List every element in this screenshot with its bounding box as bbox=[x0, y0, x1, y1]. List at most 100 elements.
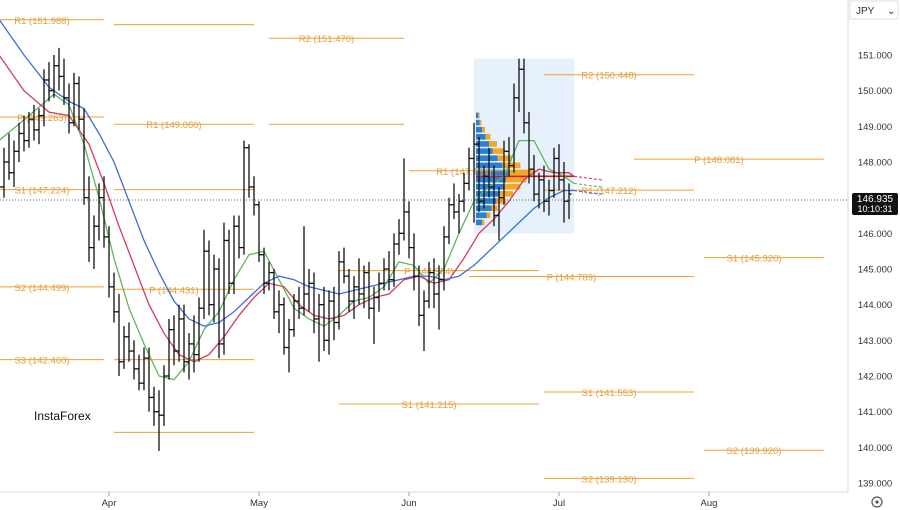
ohlc-bar bbox=[496, 186, 502, 241]
ohlc-bar bbox=[266, 261, 272, 291]
pivot-label: S1 (145.320) bbox=[727, 254, 782, 265]
pivot-label: S2 (139.130) bbox=[582, 474, 637, 485]
ohlc-bar bbox=[531, 154, 537, 202]
ohlc-bar bbox=[166, 318, 172, 380]
last-price-box bbox=[852, 192, 898, 215]
moving-average-line bbox=[0, 55, 575, 363]
price-tick-label: 142.000 bbox=[858, 372, 892, 383]
ohlc-bar bbox=[121, 326, 127, 369]
price-tick-label: 150.000 bbox=[858, 86, 892, 97]
volume-profile-bar bbox=[485, 134, 491, 140]
ohlc-bar bbox=[16, 122, 22, 163]
settings-gear-icon[interactable] bbox=[871, 496, 883, 508]
moving-average-extension bbox=[573, 175, 605, 181]
price-tick-label: 141.000 bbox=[858, 407, 892, 418]
ohlc-bar bbox=[491, 165, 497, 227]
volume-profile-bar bbox=[503, 183, 521, 190]
ohlc-bar bbox=[226, 229, 232, 294]
ohlc-bar bbox=[426, 261, 432, 309]
ohlc-bar bbox=[91, 215, 97, 270]
price-tick-label: 146.000 bbox=[858, 229, 892, 240]
volume-profile-bar bbox=[476, 176, 506, 183]
ohlc-bar bbox=[286, 318, 292, 373]
ohlc-bar bbox=[1, 147, 7, 198]
ohlc-bar bbox=[141, 347, 147, 391]
ohlc-bar bbox=[471, 122, 477, 223]
ohlc-bar bbox=[106, 226, 112, 298]
volume-profile-bar bbox=[482, 219, 485, 226]
volume-profile-bar bbox=[508, 169, 533, 176]
ohlc-bar bbox=[466, 147, 472, 191]
pivot-label: R1 (151.988) bbox=[14, 16, 69, 27]
brand-logo: InstaForex bbox=[34, 409, 91, 423]
pivot-label: P (148.081) bbox=[694, 155, 743, 166]
ohlc-bar bbox=[221, 222, 227, 355]
ohlc-bar bbox=[211, 254, 217, 323]
price-tick-label: 139.000 bbox=[858, 479, 892, 490]
ohlc-bar bbox=[366, 261, 372, 319]
ohlc-bar bbox=[461, 172, 467, 212]
ohlc-bar bbox=[536, 172, 542, 209]
ohlc-bar bbox=[401, 158, 407, 241]
ohlc-bar bbox=[236, 215, 242, 259]
ohlc-bar bbox=[421, 290, 427, 352]
ohlc-bar bbox=[326, 290, 332, 355]
ohlc-bar bbox=[71, 72, 77, 127]
volume-profile-bar bbox=[482, 126, 485, 133]
ohlc-bar bbox=[241, 140, 247, 255]
ohlc-bar bbox=[116, 293, 122, 377]
ohlc-bar bbox=[291, 293, 297, 337]
pivot-label: R1 (147.754) bbox=[436, 167, 491, 178]
moving-average-line bbox=[0, 93, 575, 381]
pivot-label: P (144.431) bbox=[149, 285, 198, 296]
pivot-label: P (149.263) bbox=[17, 113, 66, 124]
ohlc-bar bbox=[396, 219, 402, 255]
symbol-selector[interactable]: JPY ⌄ bbox=[849, 0, 899, 20]
symbol-selector-box[interactable] bbox=[849, 0, 899, 20]
ohlc-bar bbox=[316, 293, 322, 362]
ohlc-bar bbox=[196, 297, 202, 362]
last-price-value: 146.935 bbox=[857, 194, 894, 205]
price-tick-label: 143.000 bbox=[858, 336, 892, 347]
ohlc-bar bbox=[306, 269, 312, 312]
ohlc-bar bbox=[356, 258, 362, 305]
time-tick-label: Apr bbox=[102, 498, 117, 509]
time-tick-label: Jun bbox=[401, 498, 416, 509]
price-tick-label: 145.000 bbox=[858, 265, 892, 276]
moving-average-extension bbox=[573, 189, 605, 196]
ohlc-bar bbox=[36, 108, 42, 145]
ohlc-bar bbox=[186, 333, 192, 380]
ohlc-bar bbox=[331, 286, 337, 341]
ohlc-bar bbox=[416, 265, 422, 327]
volume-profile-bar bbox=[476, 126, 482, 133]
chevron-down-icon[interactable]: ⌄ bbox=[887, 6, 895, 17]
ohlc-bar bbox=[481, 165, 487, 209]
ohlc-bar bbox=[0, 186, 2, 188]
ohlc-bar bbox=[556, 144, 562, 191]
ohlc-bar bbox=[311, 272, 317, 334]
time-tick-label: Aug bbox=[701, 498, 718, 509]
ohlc-bars bbox=[0, 47, 572, 451]
ohlc-bar bbox=[301, 226, 307, 316]
moving-averages bbox=[0, 19, 605, 381]
ohlc-bar bbox=[151, 386, 157, 426]
ohlc-bar bbox=[181, 304, 187, 373]
moving-average-extension bbox=[573, 182, 605, 188]
volume-profile-bar bbox=[479, 119, 482, 126]
ohlc-bar bbox=[216, 258, 222, 359]
pivot-label: S3 (142.460) bbox=[15, 356, 70, 367]
symbol-label[interactable]: JPY bbox=[856, 6, 875, 17]
ohlc-bar bbox=[486, 147, 492, 198]
volume-profile-bar bbox=[476, 119, 480, 126]
time-axis: Apr May Jun Jul Aug bbox=[102, 492, 718, 509]
ohlc-bar bbox=[336, 251, 342, 330]
ohlc-bar bbox=[206, 240, 212, 316]
ohlc-bar bbox=[31, 104, 37, 141]
ohlc-bar bbox=[191, 315, 197, 373]
ohlc-bar bbox=[476, 137, 482, 212]
ohlc-bar bbox=[156, 390, 162, 451]
time-tick-label: May bbox=[250, 498, 268, 509]
ohlc-bar bbox=[246, 144, 252, 198]
volume-profile-bar bbox=[500, 191, 514, 197]
